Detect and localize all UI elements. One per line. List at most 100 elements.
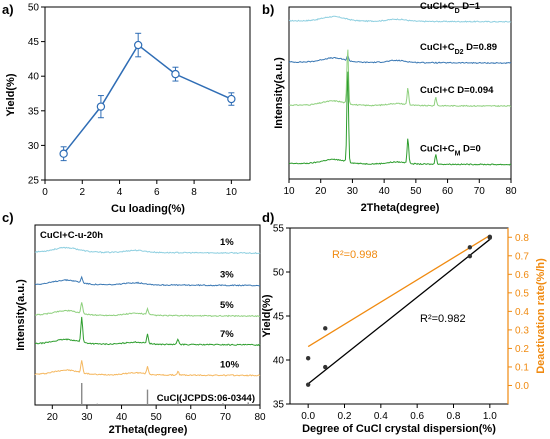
panel-c-xrd-chart: 20 30 40 50 60 70 80 1% 3% 5% 7% 10% CuCl(JCPDS:06-… <box>15 224 266 436</box>
panel-d-xlabel: Degree of CuCl crystal dispersion(%) <box>302 423 496 435</box>
panel-b-series-line <box>288 15 512 23</box>
panel-d-ylabel: Yield(%) <box>261 294 273 337</box>
panel-label-c: c) <box>2 210 14 225</box>
panel-d-r2-black: R²=0.982 <box>420 313 466 325</box>
panel-d-data-point <box>467 245 473 250</box>
panel-c-xtick-label: 70 <box>220 412 232 423</box>
panel-c-title: CuCl+C-u-20h <box>40 230 103 241</box>
panel-c-series-line <box>34 302 260 318</box>
panel-a-data-point <box>96 102 106 111</box>
panel-c-series-label: 1% <box>220 237 234 248</box>
panel-c-xtick-label: 60 <box>185 412 197 423</box>
panel-a-ytick-label: 30 <box>28 141 40 152</box>
panel-a-series-line <box>63 43 232 155</box>
panel-b-xtick-label: 20 <box>315 186 327 197</box>
panel-d-ytick-label: 35 <box>273 400 285 411</box>
panel-c-xtick-label: 50 <box>151 412 163 423</box>
panel-c-reference-label: CuCl(JCPDS:06-0344) <box>157 393 255 404</box>
panel-d-xtick-label: 0.8 <box>447 411 461 422</box>
panel-c-series-line <box>34 246 261 255</box>
panel-d-data-point <box>305 356 311 361</box>
panel-b-xrd-chart: 10 20 30 40 50 60 70 80 CuCl+CD D=1 CuCl+CD2 D=0… <box>273 1 517 214</box>
panel-d-data-point <box>487 235 493 240</box>
panel-b-series-label: CuCl+C D=0.094 <box>420 85 494 96</box>
panel-b-series-label: CuCl+CD D=1 <box>420 1 481 15</box>
panel-label-d: d) <box>262 210 274 225</box>
panel-d-xtick-label: 0.6 <box>410 411 424 422</box>
panel-b-xtick-label: 30 <box>347 186 359 197</box>
panel-a-data-point <box>133 40 143 50</box>
panel-c-xtick-label: 40 <box>116 412 128 423</box>
panel-d-fit-line-orange <box>307 234 491 348</box>
panel-d-xtick-label: 0.2 <box>338 411 352 422</box>
panel-a-xtick-label: 6 <box>154 187 160 198</box>
panel-d-fit-line-black <box>307 238 491 385</box>
panel-b-series-line <box>288 49 512 108</box>
panel-b-xtick-label: 40 <box>379 186 391 197</box>
panel-a-xtick-label: 0 <box>42 187 48 198</box>
panel-d-ytick-label: 50 <box>273 268 285 279</box>
panel-a-ylabel: Yield(%) <box>5 73 17 116</box>
panel-d-y2tick-label: 0.0 <box>515 381 529 392</box>
panel-a-ytick-label: 45 <box>28 37 40 48</box>
panel-a-data-point <box>59 149 68 158</box>
panel-c-series-label: 3% <box>220 269 234 280</box>
panel-b-xlabel: 2Theta(degree) <box>361 202 440 214</box>
panel-b-series-label: CuCl+CM D=0 <box>420 144 481 158</box>
panel-a-xtick-label: 8 <box>191 187 197 198</box>
panel-d-y2tick-label: 0.8 <box>515 233 529 244</box>
panel-c-series-label: 5% <box>220 300 234 311</box>
panel-a-ytick-label: 50 <box>28 3 40 14</box>
panel-label-a: a) <box>2 2 14 17</box>
panel-b-xtick-label: 50 <box>410 186 422 197</box>
panel-b-frame <box>288 6 512 180</box>
panel-c-series-line <box>35 316 261 347</box>
panel-d-data-point <box>305 382 311 387</box>
panel-a-yield-chart: 0 2 4 6 8 10 25 30 35 40 45 50 Cu loading(%) Yield(… <box>5 3 251 215</box>
panel-d-ytick-label: 45 <box>273 312 285 323</box>
panel-b-xtick-label: 80 <box>505 186 517 197</box>
panel-a-data-point <box>171 69 180 79</box>
panel-d-y2tick-label: 0.3 <box>515 325 529 336</box>
panel-c-series-line <box>34 360 261 377</box>
panel-d-data-point <box>467 253 473 259</box>
panel-c-series-line <box>34 275 261 287</box>
panel-d-y2tick-label: 0.1 <box>515 362 529 373</box>
panel-a-ytick-label: 35 <box>28 106 40 117</box>
panel-b-series-line <box>288 54 512 65</box>
panel-d-xtick-label: 0.0 <box>301 411 315 422</box>
panel-d-r2-orange: R²=0.998 <box>332 249 378 261</box>
panel-c-xtick-label: 20 <box>47 412 59 423</box>
panel-a-ytick-label: 40 <box>28 72 40 83</box>
panel-a-ytick-label: 25 <box>28 176 40 187</box>
panel-d-ytick-label: 40 <box>273 356 285 367</box>
panel-d-y2tick-label: 0.2 <box>515 344 529 355</box>
panel-c-ylabel: Intensity(a.u.) <box>15 279 27 351</box>
panel-d-y2tick-label: 0.5 <box>515 288 529 299</box>
panel-b-series-line <box>288 71 511 166</box>
panel-d-y2tick-label: 0.4 <box>515 307 529 318</box>
panel-a-xlabel: Cu loading(%) <box>111 203 185 215</box>
panel-a-xtick-label: 10 <box>226 187 238 198</box>
panel-d-correlation-chart: 0.0 0.2 0.4 0.6 0.8 1.0 35 40 45 50 55 0.0 0.1 0.2 0.3… <box>261 224 547 436</box>
panel-a-frame <box>44 6 251 181</box>
panel-c-xlabel: 2Theta(degree) <box>109 424 188 436</box>
panel-b-xtick-label: 10 <box>283 186 295 197</box>
panel-label-b: b) <box>262 2 274 17</box>
panel-b-xtick-label: 60 <box>442 186 454 197</box>
panel-b-xtick-label: 70 <box>474 186 486 197</box>
panel-a-xtick-label: 4 <box>117 187 123 198</box>
panel-d-data-point <box>323 364 328 370</box>
panel-a-xtick-label: 2 <box>79 187 85 198</box>
panel-d-y2label: Deactivation rate(%/h) <box>535 258 547 374</box>
panel-d-y2tick-label: 0.7 <box>515 251 529 262</box>
panel-d-y2tick-label: 0.6 <box>515 270 529 281</box>
panel-c-xtick-label: 80 <box>254 412 266 423</box>
panel-d-frame <box>289 227 509 405</box>
panel-c-series-label: 7% <box>220 329 234 340</box>
panel-c-series-label: 10% <box>220 359 240 370</box>
panel-d-xtick-label: 1.0 <box>483 411 497 422</box>
panel-c-xtick-label: 30 <box>81 412 93 423</box>
panel-b-ylabel: Intensity(a.u.) <box>273 57 285 129</box>
